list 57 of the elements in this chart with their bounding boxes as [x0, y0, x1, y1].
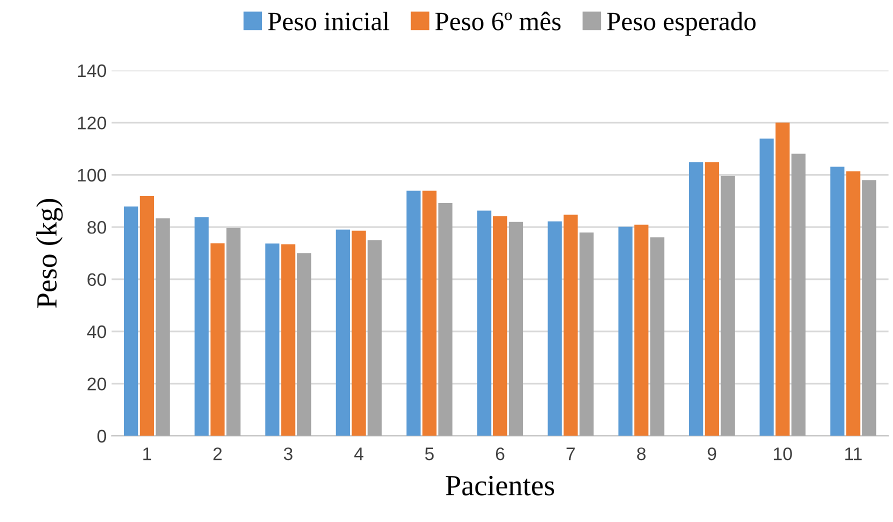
bar	[281, 244, 296, 436]
legend-label: Peso 6º mês	[435, 12, 561, 30]
y-tick-label: 80	[87, 221, 106, 234]
bar	[508, 222, 524, 436]
y-tick-label: 60	[88, 273, 106, 286]
bar	[124, 206, 138, 436]
bar	[226, 228, 241, 436]
bar	[156, 218, 170, 436]
bar	[720, 176, 735, 436]
bar	[336, 230, 350, 436]
x-tick-label: 6	[496, 447, 504, 460]
bar	[862, 180, 876, 436]
x-tick-label: 5	[425, 448, 434, 460]
y-tick-label: 120	[78, 116, 106, 130]
y-tick-label: 20	[88, 378, 106, 390]
bar	[618, 226, 633, 436]
bar	[406, 190, 421, 436]
x-tick-label: 7	[566, 448, 575, 460]
y-tick-label: 0	[97, 430, 106, 443]
bar	[352, 230, 366, 436]
x-tick-label: 11	[845, 448, 862, 460]
bar	[830, 166, 844, 436]
x-tick-label: 9	[708, 447, 716, 460]
bar	[210, 243, 225, 436]
x-tick-label: 1	[143, 448, 152, 460]
bar	[760, 138, 774, 436]
x-tick-label: 8	[637, 447, 646, 460]
legend-label: Peso inicial	[268, 12, 390, 30]
bar	[368, 240, 382, 436]
bar	[650, 237, 664, 436]
bar	[776, 122, 790, 436]
bar	[846, 171, 860, 436]
bar	[297, 253, 312, 436]
y-tick-label: 140	[78, 64, 106, 78]
x-axis-title: Pacientes	[446, 476, 554, 496]
bar	[634, 224, 648, 436]
bar	[493, 216, 508, 436]
bar	[548, 221, 562, 436]
bar	[140, 196, 154, 436]
y-axis-title: Peso (kg)	[36, 198, 63, 308]
bar	[194, 217, 209, 436]
bar	[580, 232, 594, 436]
x-tick-label: 4	[354, 448, 364, 460]
bar	[704, 162, 720, 436]
legend-label: Peso esperado	[607, 12, 756, 36]
bar	[477, 210, 492, 436]
x-tick-label: 3	[284, 447, 292, 460]
bar	[689, 162, 704, 436]
bar	[265, 244, 280, 436]
bar	[791, 154, 806, 436]
y-tick-label: 100	[78, 168, 106, 182]
x-tick-label: 10	[774, 447, 792, 460]
y-tick-label: 40	[87, 325, 106, 338]
bar	[564, 214, 578, 436]
x-tick-label: 2	[213, 447, 222, 460]
bar	[438, 203, 452, 436]
bar	[422, 190, 437, 436]
